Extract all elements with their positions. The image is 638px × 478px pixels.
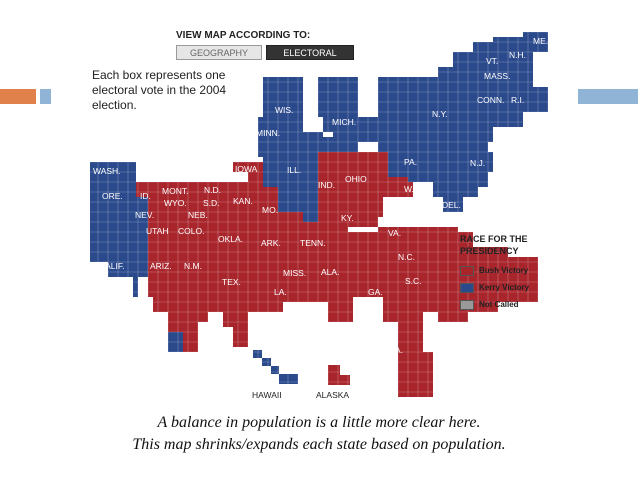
caption-line-1: A balance in population is a little more… [157, 414, 481, 431]
electoral-cartogram [78, 22, 558, 402]
legend-swatch-gray [460, 299, 474, 310]
grid-lines [78, 22, 558, 402]
label-wva: W. VA. [404, 184, 430, 194]
label-neb: NEB. [188, 210, 208, 220]
legend-swatch-red [460, 265, 474, 276]
label-md: MD. [428, 214, 444, 224]
label-hawaii: HAWAII [252, 390, 282, 400]
state-minn [258, 117, 278, 157]
label-ky: KY. [341, 213, 354, 223]
label-vt: VT. [486, 56, 499, 66]
label-ri: R.I. [511, 95, 525, 105]
label-tenn: TENN. [300, 238, 326, 248]
label-del: DEL. [442, 200, 461, 210]
state-alaska-blocks [328, 365, 350, 385]
label-ill: ILL. [287, 165, 302, 175]
label-miss: MISS. [283, 268, 307, 278]
caption-line-2: This map shrinks/expands each state base… [132, 436, 506, 453]
label-fla: FLA. [385, 345, 403, 355]
label-ore: ORE. [102, 191, 123, 201]
label-alaska: ALASKA [316, 390, 350, 400]
label-dc: D.C. [400, 210, 417, 220]
state-hawaii-blocks [253, 350, 298, 384]
label-nd: N.D. [204, 185, 221, 195]
label-calif: CALIF. [99, 261, 125, 271]
decor-bar-blue-left [40, 89, 51, 104]
legend-item-kerry: Kerry Victory [460, 282, 529, 294]
label-tex: TEX. [222, 277, 241, 287]
state-mountain-red [136, 172, 538, 397]
legend-item-not-called: Not Called [460, 299, 519, 311]
label-nc: N.C. [398, 252, 415, 262]
state-mich [318, 77, 378, 152]
map-note: Each box represents one electoral vote i… [92, 68, 227, 112]
label-ohio: OHIO [345, 174, 367, 184]
state-nj [463, 152, 493, 187]
label-colo: COLO. [178, 226, 205, 236]
legend-swatch-blue [460, 282, 474, 293]
label-pa: PA. [404, 157, 418, 167]
label-sc: S.C. [405, 276, 422, 286]
label-wash: WASH. [93, 166, 121, 176]
label-mich: MICH. [332, 117, 357, 127]
label-ariz: ARIZ. [150, 261, 172, 271]
legend-title-line1: RACE FOR THE [460, 234, 528, 244]
label-mo: MO. [262, 205, 279, 215]
label-nm: N.M. [184, 261, 202, 271]
label-nev: NEV. [135, 210, 155, 220]
decor-bar-orange [0, 89, 36, 104]
legend-item-bush: Bush Victory [460, 265, 528, 277]
label-nj: N.J. [470, 158, 486, 168]
label-iowa: IOWA [235, 164, 258, 174]
label-la: LA. [274, 287, 287, 297]
label-ga: GA. [368, 287, 383, 297]
label-nh: N.H. [509, 50, 526, 60]
legend-title: RACE FOR THE PRESIDENCY [460, 233, 540, 257]
geography-button[interactable]: GEOGRAPHY [176, 45, 262, 60]
label-wis: WIS. [275, 105, 294, 115]
label-minn: MINN. [256, 128, 281, 138]
decor-bar-blue-right [578, 89, 638, 104]
label-va: VA. [388, 228, 402, 238]
electoral-votes-button[interactable]: ELECTORAL VOTES [266, 45, 354, 73]
label-utah: UTAH [146, 226, 169, 236]
label-ny: N.Y. [432, 109, 448, 119]
label-ala: ALA. [321, 267, 340, 277]
label-me: ME. [533, 36, 549, 46]
map-blocks [90, 32, 548, 397]
label-okla: OKLA. [218, 234, 244, 244]
label-wyo: WYO. [164, 198, 187, 208]
label-ark: ARK. [261, 238, 281, 248]
state-iowa-red [233, 162, 263, 187]
label-mass: MASS. [484, 71, 511, 81]
label-sd: S.D. [203, 198, 220, 208]
legend-label-kerry: Kerry Victory [479, 283, 530, 292]
label-id: ID. [140, 191, 151, 201]
state-midwest-blue [263, 77, 333, 222]
view-map-header: VIEW MAP ACCORDING TO: [176, 30, 311, 41]
legend-title-line2: PRESIDENCY [460, 246, 519, 256]
label-ind: IND. [318, 180, 335, 190]
legend-label-not-called: Not Called [479, 300, 519, 309]
label-mont: MONT. [162, 186, 189, 196]
label-conn: CONN. [477, 95, 505, 105]
label-kan: KAN. [233, 196, 253, 206]
state-northeast [378, 32, 548, 212]
legend-label-bush: Bush Victory [479, 266, 529, 275]
